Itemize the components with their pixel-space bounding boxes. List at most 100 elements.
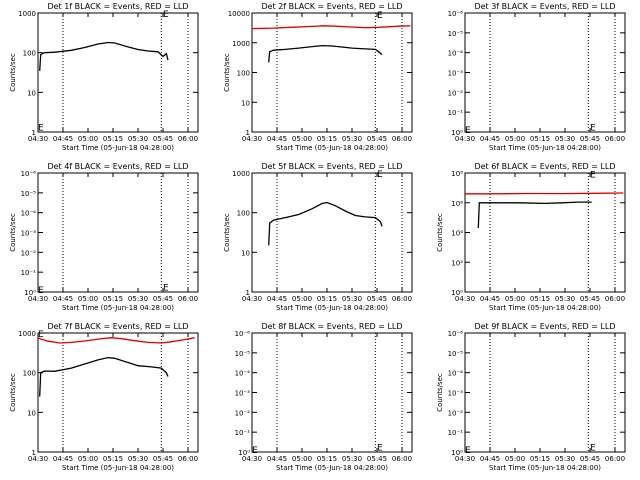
panel-title: Det 1f BLACK = Events, RED = LLD [47,2,188,11]
x-tick-label: 04:30 [242,455,262,463]
y-tick-label: 100 [237,70,250,78]
x-tick-label: 05:00 [505,295,525,303]
x-tick-label: 05:00 [78,295,98,303]
panel-det-5f: Det 5f BLACK = Events, RED = LLD 04:30 04:… [223,162,413,312]
x-axis-label: Start Time (05-Jun-18 04:28:00) [62,464,174,472]
x-tick-label: 05:45 [367,295,387,303]
y-tick-label: 100 [237,210,250,218]
y-tick-label: 10² [451,259,463,267]
x-tick-label: 05:15 [530,295,550,303]
x-tick-label: 05:30 [555,455,575,463]
x-tick-label: 05:45 [367,455,387,463]
y-axis-label: Counts/sec [223,53,231,92]
panel-title: Det 4f BLACK = Events, RED = LLD [47,162,188,171]
y-tick-label: 100 [23,370,36,378]
x-tick-label: 04:30 [455,135,475,143]
y-tick-label: 1000 [18,330,36,338]
events-series-line [268,201,383,246]
x-axis-label: Start Time (05-Jun-18 04:28:00) [489,464,601,472]
x-tick-label: 06:00 [392,135,412,143]
plot-frame [464,332,626,453]
y-tick-label: 1 [246,129,250,137]
x-tick-label: 05:15 [317,295,337,303]
y-tick-label: 10⁰ [238,449,250,457]
event-marker: E [38,330,44,340]
x-tick-label: 04:30 [455,295,475,303]
panel-title: Det 8f BLACK = Events, RED = LLD [261,322,402,331]
event-marker: E [590,170,596,180]
panel-det-9f: Det 9f BLACK = Events, RED = LLD 04:30 04:… [436,322,626,472]
x-tick-label: 05:45 [153,455,173,463]
panel-title: Det 7f BLACK = Events, RED = LLD [47,322,188,331]
x-tick-label: 05:30 [128,295,148,303]
x-tick-label: 05:30 [342,135,362,143]
x-tick-label: 05:45 [153,135,173,143]
x-tick-label: 04:45 [53,455,73,463]
x-tick-label: 05:30 [555,135,575,143]
y-tick-label: 10⁻¹ [21,269,37,277]
panel-title: Det 2f BLACK = Events, RED = LLD [261,2,402,11]
x-axis-label: Start Time (05-Jun-18 04:28:00) [276,144,388,152]
y-axis-label: Counts/sec [223,213,231,252]
x-tick-label: 04:45 [480,455,500,463]
panel-det-8f: Det 8f BLACK = Events, RED = LLD 04:30 04:… [235,322,413,472]
y-tick-label: 10⁻⁶ [235,330,251,338]
y-tick-label: 10⁰ [451,129,463,137]
x-tick-label: 05:45 [580,455,600,463]
x-tick-label: 05:15 [103,295,123,303]
y-tick-label: 10⁻⁶ [21,170,37,178]
event-marker: E [377,11,383,21]
x-tick-label: 05:00 [78,455,98,463]
lld-series-line [251,25,411,30]
y-tick-label: 10⁻¹ [448,429,464,437]
x-tick-label: 06:00 [605,455,625,463]
y-tick-label: 1 [246,289,250,297]
event-marker: E [590,124,596,134]
y-tick-label: 1 [32,129,36,137]
y-tick-label: 10⁻⁴ [235,370,251,378]
x-tick-label: 06:00 [605,135,625,143]
plot-frame [251,332,413,453]
plot-frame [37,12,199,133]
x-tick-label: 04:30 [242,295,262,303]
x-tick-label: 05:15 [530,455,550,463]
x-axis-label: Start Time (05-Jun-18 04:28:00) [62,144,174,152]
y-tick-label: 10⁻³ [448,390,464,398]
event-marker: E [465,446,471,456]
x-tick-label: 05:45 [580,135,600,143]
events-series-line [39,41,169,71]
plot-frame [251,172,413,293]
x-tick-label: 05:00 [292,455,312,463]
y-axis-label: Counts/sec [9,373,17,412]
x-axis-label: Start Time (05-Jun-18 04:28:00) [276,464,388,472]
y-tick-label: 10⁻² [235,409,251,417]
y-tick-label: 10⁻⁵ [235,350,251,358]
event-marker: E [377,444,383,454]
x-tick-label: 05:30 [128,455,148,463]
y-tick-label: 10⁻³ [448,70,464,78]
x-tick-label: 06:00 [392,295,412,303]
y-tick-label: 10⁻³ [235,390,251,398]
panel-det-6f: Det 6f BLACK = Events, RED = LLD 04:30 04:… [436,162,626,312]
y-tick-label: 10⁻⁶ [448,10,464,18]
y-tick-label: 10⁸ [451,170,463,178]
x-tick-label: 04:45 [480,295,500,303]
x-tick-label: 05:15 [317,455,337,463]
event-marker: E [377,170,383,180]
y-tick-label: 10⁻⁵ [448,350,464,358]
x-tick-label: 04:30 [28,455,48,463]
x-tick-label: 05:15 [103,455,123,463]
y-tick-label: 10⁻⁶ [448,330,464,338]
panel-title: Det 6f BLACK = Events, RED = LLD [474,162,615,171]
plot-frame [464,172,626,293]
y-axis-label: Counts/sec [9,53,17,92]
x-tick-label: 05:45 [367,135,387,143]
x-tick-label: 06:00 [605,295,625,303]
lld-series-line [37,337,195,344]
x-tick-label: 04:45 [480,135,500,143]
panel-title: Det 9f BLACK = Events, RED = LLD [474,322,615,331]
y-tick-label: 1000 [232,40,250,48]
event-marker: E [465,126,471,136]
y-tick-label: 10⁶ [451,200,463,208]
